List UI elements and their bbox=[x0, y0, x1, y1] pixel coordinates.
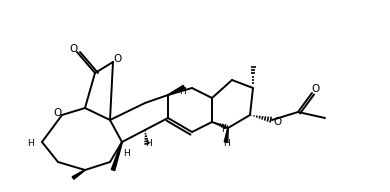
Text: O: O bbox=[69, 44, 77, 54]
Text: H: H bbox=[145, 140, 152, 148]
Text: H: H bbox=[223, 140, 229, 148]
Text: O: O bbox=[273, 117, 281, 127]
Text: H: H bbox=[27, 140, 34, 148]
Polygon shape bbox=[224, 128, 228, 142]
Text: O: O bbox=[312, 84, 320, 94]
Polygon shape bbox=[111, 142, 122, 170]
Text: H: H bbox=[221, 126, 227, 135]
Polygon shape bbox=[168, 85, 185, 95]
Text: O: O bbox=[114, 54, 122, 64]
Text: H: H bbox=[122, 150, 129, 159]
Text: H: H bbox=[179, 87, 185, 95]
Text: O: O bbox=[53, 108, 61, 118]
Polygon shape bbox=[72, 170, 85, 179]
